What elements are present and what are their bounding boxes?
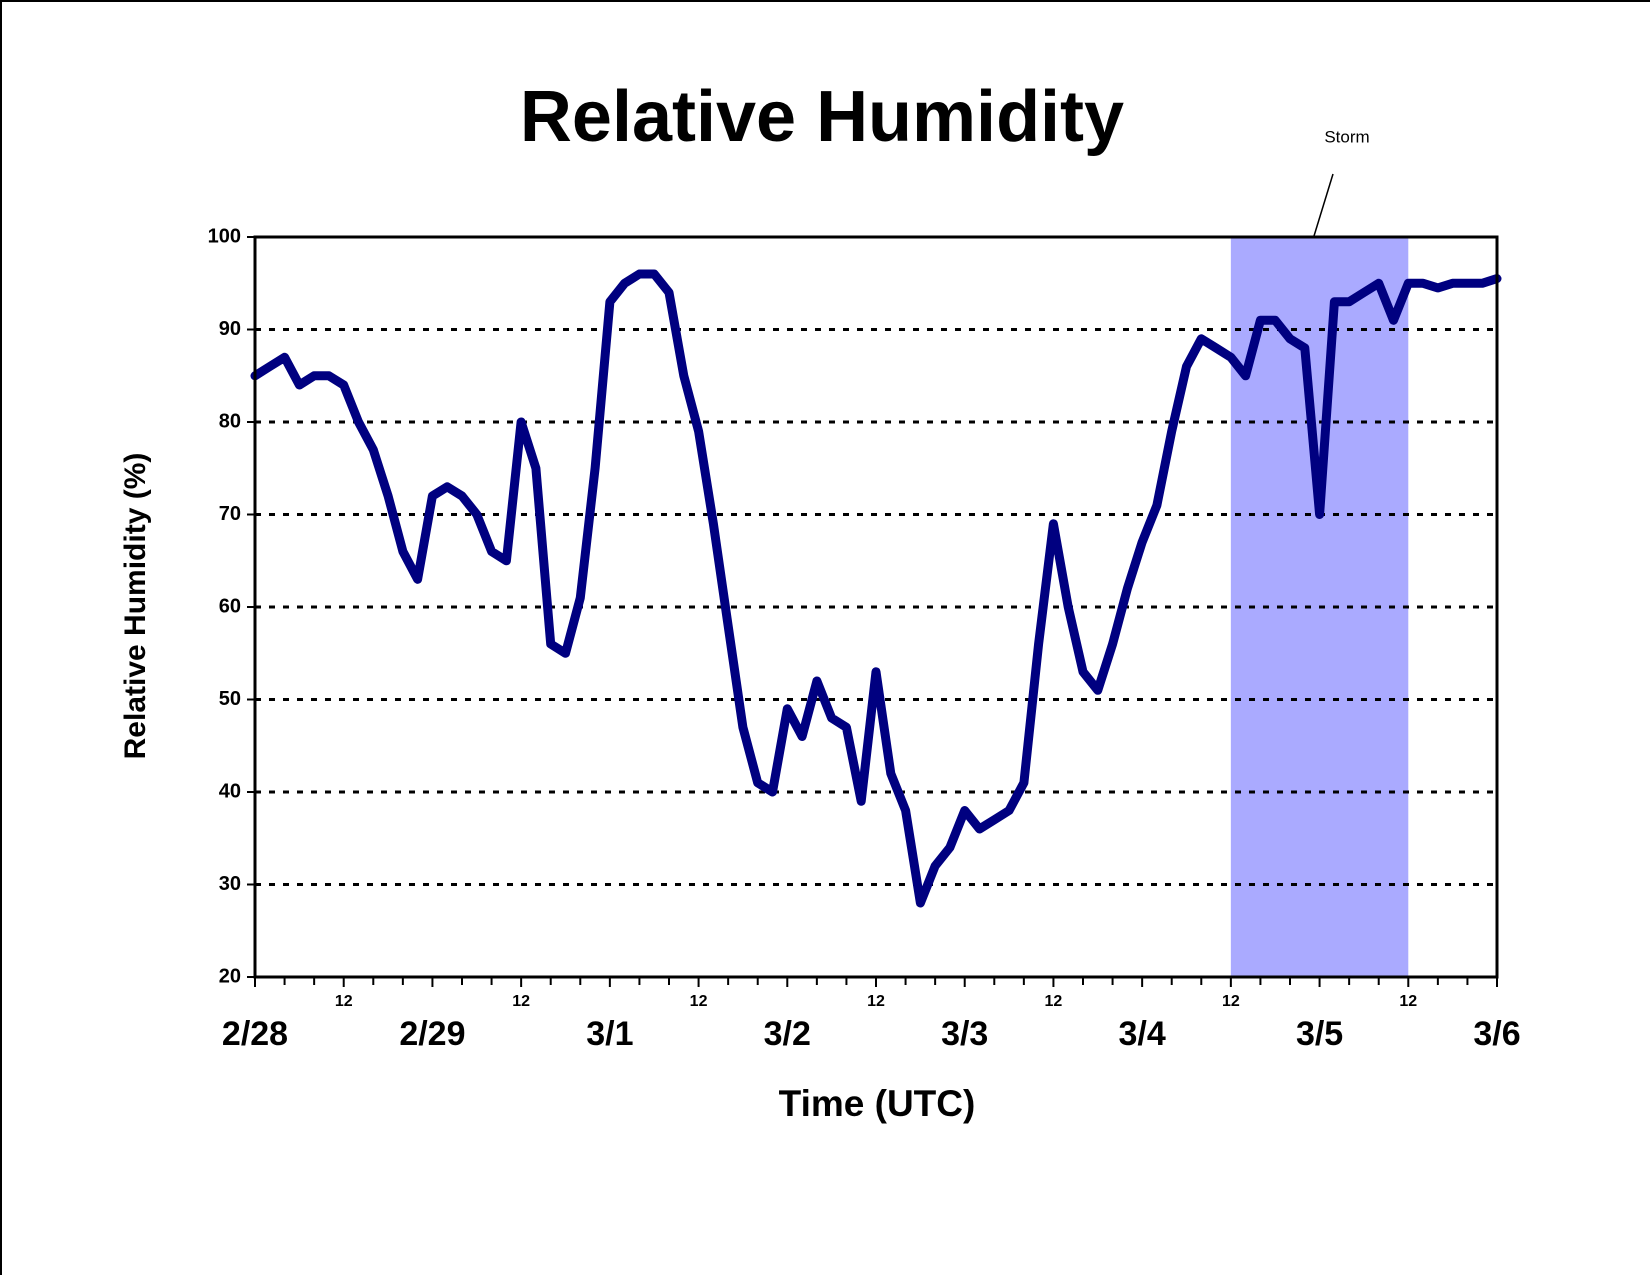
y-tick-label: 90 bbox=[219, 318, 241, 340]
y-tick-label: 50 bbox=[219, 688, 241, 710]
y-tick-label: 60 bbox=[219, 595, 241, 617]
y-axis-title: Relative Humidity (%) bbox=[119, 453, 152, 760]
data-line bbox=[250, 269, 1502, 908]
x-tick-label: 3/5 bbox=[1296, 1015, 1343, 1053]
y-tick-label: 40 bbox=[219, 780, 241, 802]
x-minor-tick-label: 12 bbox=[1399, 993, 1417, 1010]
y-tick-label: 100 bbox=[208, 225, 241, 247]
y-tick-label: 70 bbox=[219, 503, 241, 525]
x-minor-tick-label: 12 bbox=[690, 993, 708, 1010]
x-tick-label: 3/3 bbox=[941, 1015, 988, 1053]
x-tick-label: 2/29 bbox=[399, 1015, 465, 1053]
x-minor-tick-label: 12 bbox=[1222, 993, 1240, 1010]
chart-title: Relative Humidity bbox=[520, 77, 1124, 157]
x-tick-label: 3/2 bbox=[764, 1015, 811, 1053]
x-minor-tick-label: 12 bbox=[1045, 993, 1063, 1010]
x-tick-label: 3/6 bbox=[1473, 1015, 1520, 1053]
annotation-pointer bbox=[1313, 173, 1334, 237]
x-minor-tick-label: 12 bbox=[512, 993, 530, 1010]
y-tick-label: 80 bbox=[219, 410, 241, 432]
x-minor-tick-label: 12 bbox=[335, 993, 353, 1010]
x-tick-label: 3/4 bbox=[1119, 1015, 1166, 1053]
x-axis-title: Time (UTC) bbox=[779, 1083, 976, 1124]
y-tick-label: 30 bbox=[219, 873, 241, 895]
plot-frame bbox=[253, 235, 1499, 979]
x-minor-tick-label: 12 bbox=[867, 993, 885, 1010]
x-tick-label: 2/28 bbox=[222, 1015, 288, 1053]
y-tick-label: 20 bbox=[219, 965, 241, 987]
annotation: Storm bbox=[1324, 127, 1369, 146]
x-tick-label: 3/1 bbox=[586, 1015, 633, 1053]
